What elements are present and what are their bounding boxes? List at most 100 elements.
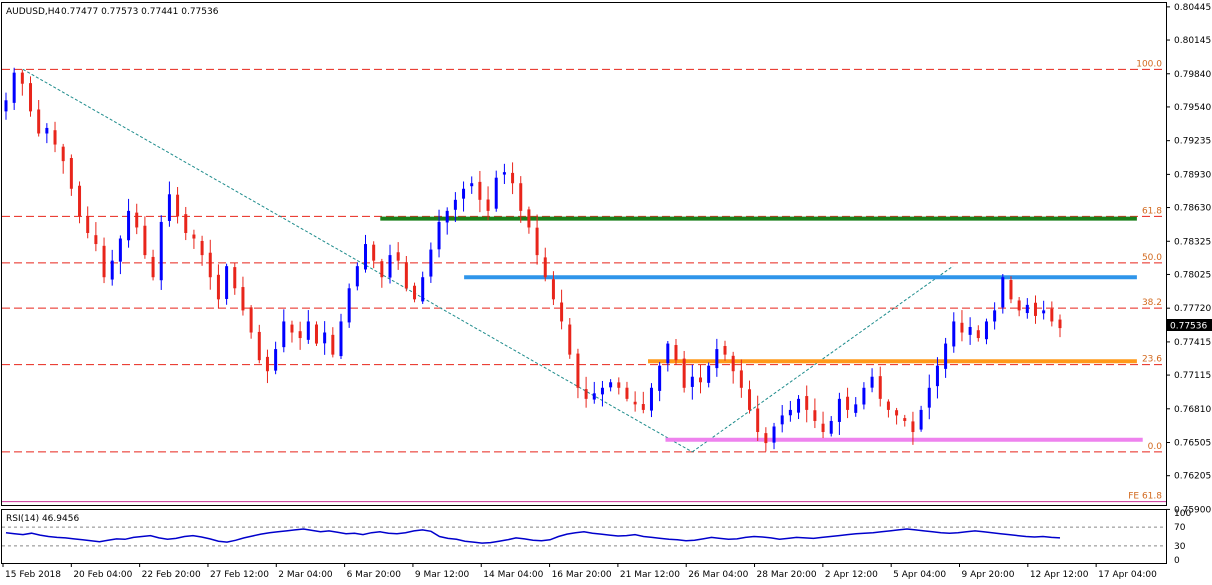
candle-body: [151, 256, 155, 278]
candle-body: [282, 321, 286, 348]
candle-body: [216, 274, 220, 300]
candle-body: [265, 356, 269, 372]
trendlines: [22, 68, 954, 453]
candle-body: [715, 349, 719, 369]
candle-body: [233, 267, 237, 289]
candle-body: [968, 326, 972, 335]
x-tick-label: 9 Apr 20:00: [962, 570, 1015, 580]
fib-level-label: 50.0: [1142, 253, 1162, 263]
candle-body: [274, 349, 278, 371]
chart-header: AUDUSD,H4: [6, 7, 61, 17]
candle-body: [437, 221, 441, 250]
candle-body: [176, 194, 180, 217]
y-tick-label: 0.78025: [1174, 270, 1211, 280]
candle-body: [453, 199, 457, 210]
fib-level-label: 23.6: [1142, 355, 1162, 365]
candle-body: [1042, 310, 1046, 314]
current-price-label: 0.77536: [1170, 322, 1207, 332]
y-tick-label: 0.78930: [1174, 170, 1211, 180]
candle-body: [984, 321, 988, 340]
candle-body: [20, 72, 24, 84]
candle-body: [870, 376, 874, 388]
candle-body: [241, 287, 245, 311]
candle-body: [404, 262, 408, 289]
candle-body: [944, 343, 948, 369]
fibonacci-levels: 100.0 61.8 50.0 38.2 23.6 0.0 FE 61.8: [2, 59, 1166, 503]
candle-body: [519, 183, 523, 211]
candle-body: [78, 185, 82, 217]
candle-body: [225, 266, 229, 299]
candle-body: [306, 321, 310, 340]
y-tick-label: 0.79540: [1174, 103, 1211, 113]
candle-body: [429, 249, 433, 277]
candle-body: [470, 183, 474, 187]
y-tick-label: 0.78630: [1174, 204, 1211, 214]
candle-body: [118, 238, 122, 262]
candle-body: [159, 221, 163, 281]
candle-body: [862, 387, 866, 405]
rsi-plot-frame: [1, 509, 1167, 564]
candle-body: [4, 100, 8, 112]
candle-body: [780, 415, 784, 425]
candle-body: [576, 353, 580, 388]
candle-body: [372, 244, 376, 261]
current-price-box: [1167, 319, 1212, 331]
candle-body: [102, 245, 106, 278]
candle-body: [110, 260, 114, 280]
candle-body: [45, 127, 49, 134]
candle-body: [53, 130, 57, 145]
candle-body: [135, 212, 139, 228]
x-tick-label: 16 Mar 20:00: [552, 570, 612, 580]
candle-body: [478, 181, 482, 200]
fib-level-label: 38.2: [1142, 298, 1162, 308]
candle-body: [347, 288, 351, 323]
candle-body: [805, 396, 809, 410]
candle-body: [1025, 304, 1029, 314]
fib-level-label: 61.8: [1142, 206, 1162, 216]
candle-body: [895, 410, 899, 416]
candle-body: [290, 324, 294, 333]
x-tick-label: 2 Mar 04:00: [278, 570, 333, 580]
candle-body: [633, 401, 637, 405]
candle-body: [854, 404, 858, 413]
candle-body: [339, 321, 343, 357]
candle-body: [462, 188, 466, 199]
candle-body: [249, 307, 253, 333]
trendline: [22, 68, 693, 453]
y-tick-label: 0.76810: [1174, 405, 1211, 415]
rsi-line: [5, 528, 1061, 544]
candle-body: [993, 310, 997, 322]
fib-level-label: 0.0: [1148, 442, 1163, 452]
candle-body: [1017, 300, 1021, 311]
candle-body: [764, 433, 768, 444]
candle-body: [298, 331, 302, 339]
candle-body: [723, 346, 727, 355]
candle-body: [609, 382, 613, 388]
candle-body: [331, 334, 335, 355]
candle-body: [592, 393, 596, 400]
candle-body: [61, 146, 65, 162]
candle-body: [788, 409, 792, 416]
candle-body: [617, 382, 621, 388]
candle-body: [257, 331, 261, 361]
candle-body: [421, 277, 425, 302]
candle-body: [690, 376, 694, 387]
candle-body: [167, 194, 171, 221]
x-tick-label: 21 Mar 12:00: [620, 570, 680, 580]
fib-level-label: FE 61.8: [1128, 492, 1162, 502]
candle-body: [976, 330, 980, 339]
candle-body: [29, 83, 33, 112]
candle-body: [813, 410, 817, 421]
candle-body: [1033, 302, 1037, 316]
candle-body: [494, 177, 498, 209]
candle-body: [911, 421, 915, 433]
candle-body: [927, 387, 931, 408]
candle-body: [674, 345, 678, 361]
candle-body: [666, 343, 670, 364]
candle-body: [502, 172, 506, 175]
candle-body: [69, 158, 73, 189]
candle-body: [323, 332, 327, 344]
time-axis: 15 Feb 2018 20 Feb 04:00 22 Feb 20:00 27 Fe…: [2, 563, 1157, 580]
trendline: [691, 265, 954, 453]
